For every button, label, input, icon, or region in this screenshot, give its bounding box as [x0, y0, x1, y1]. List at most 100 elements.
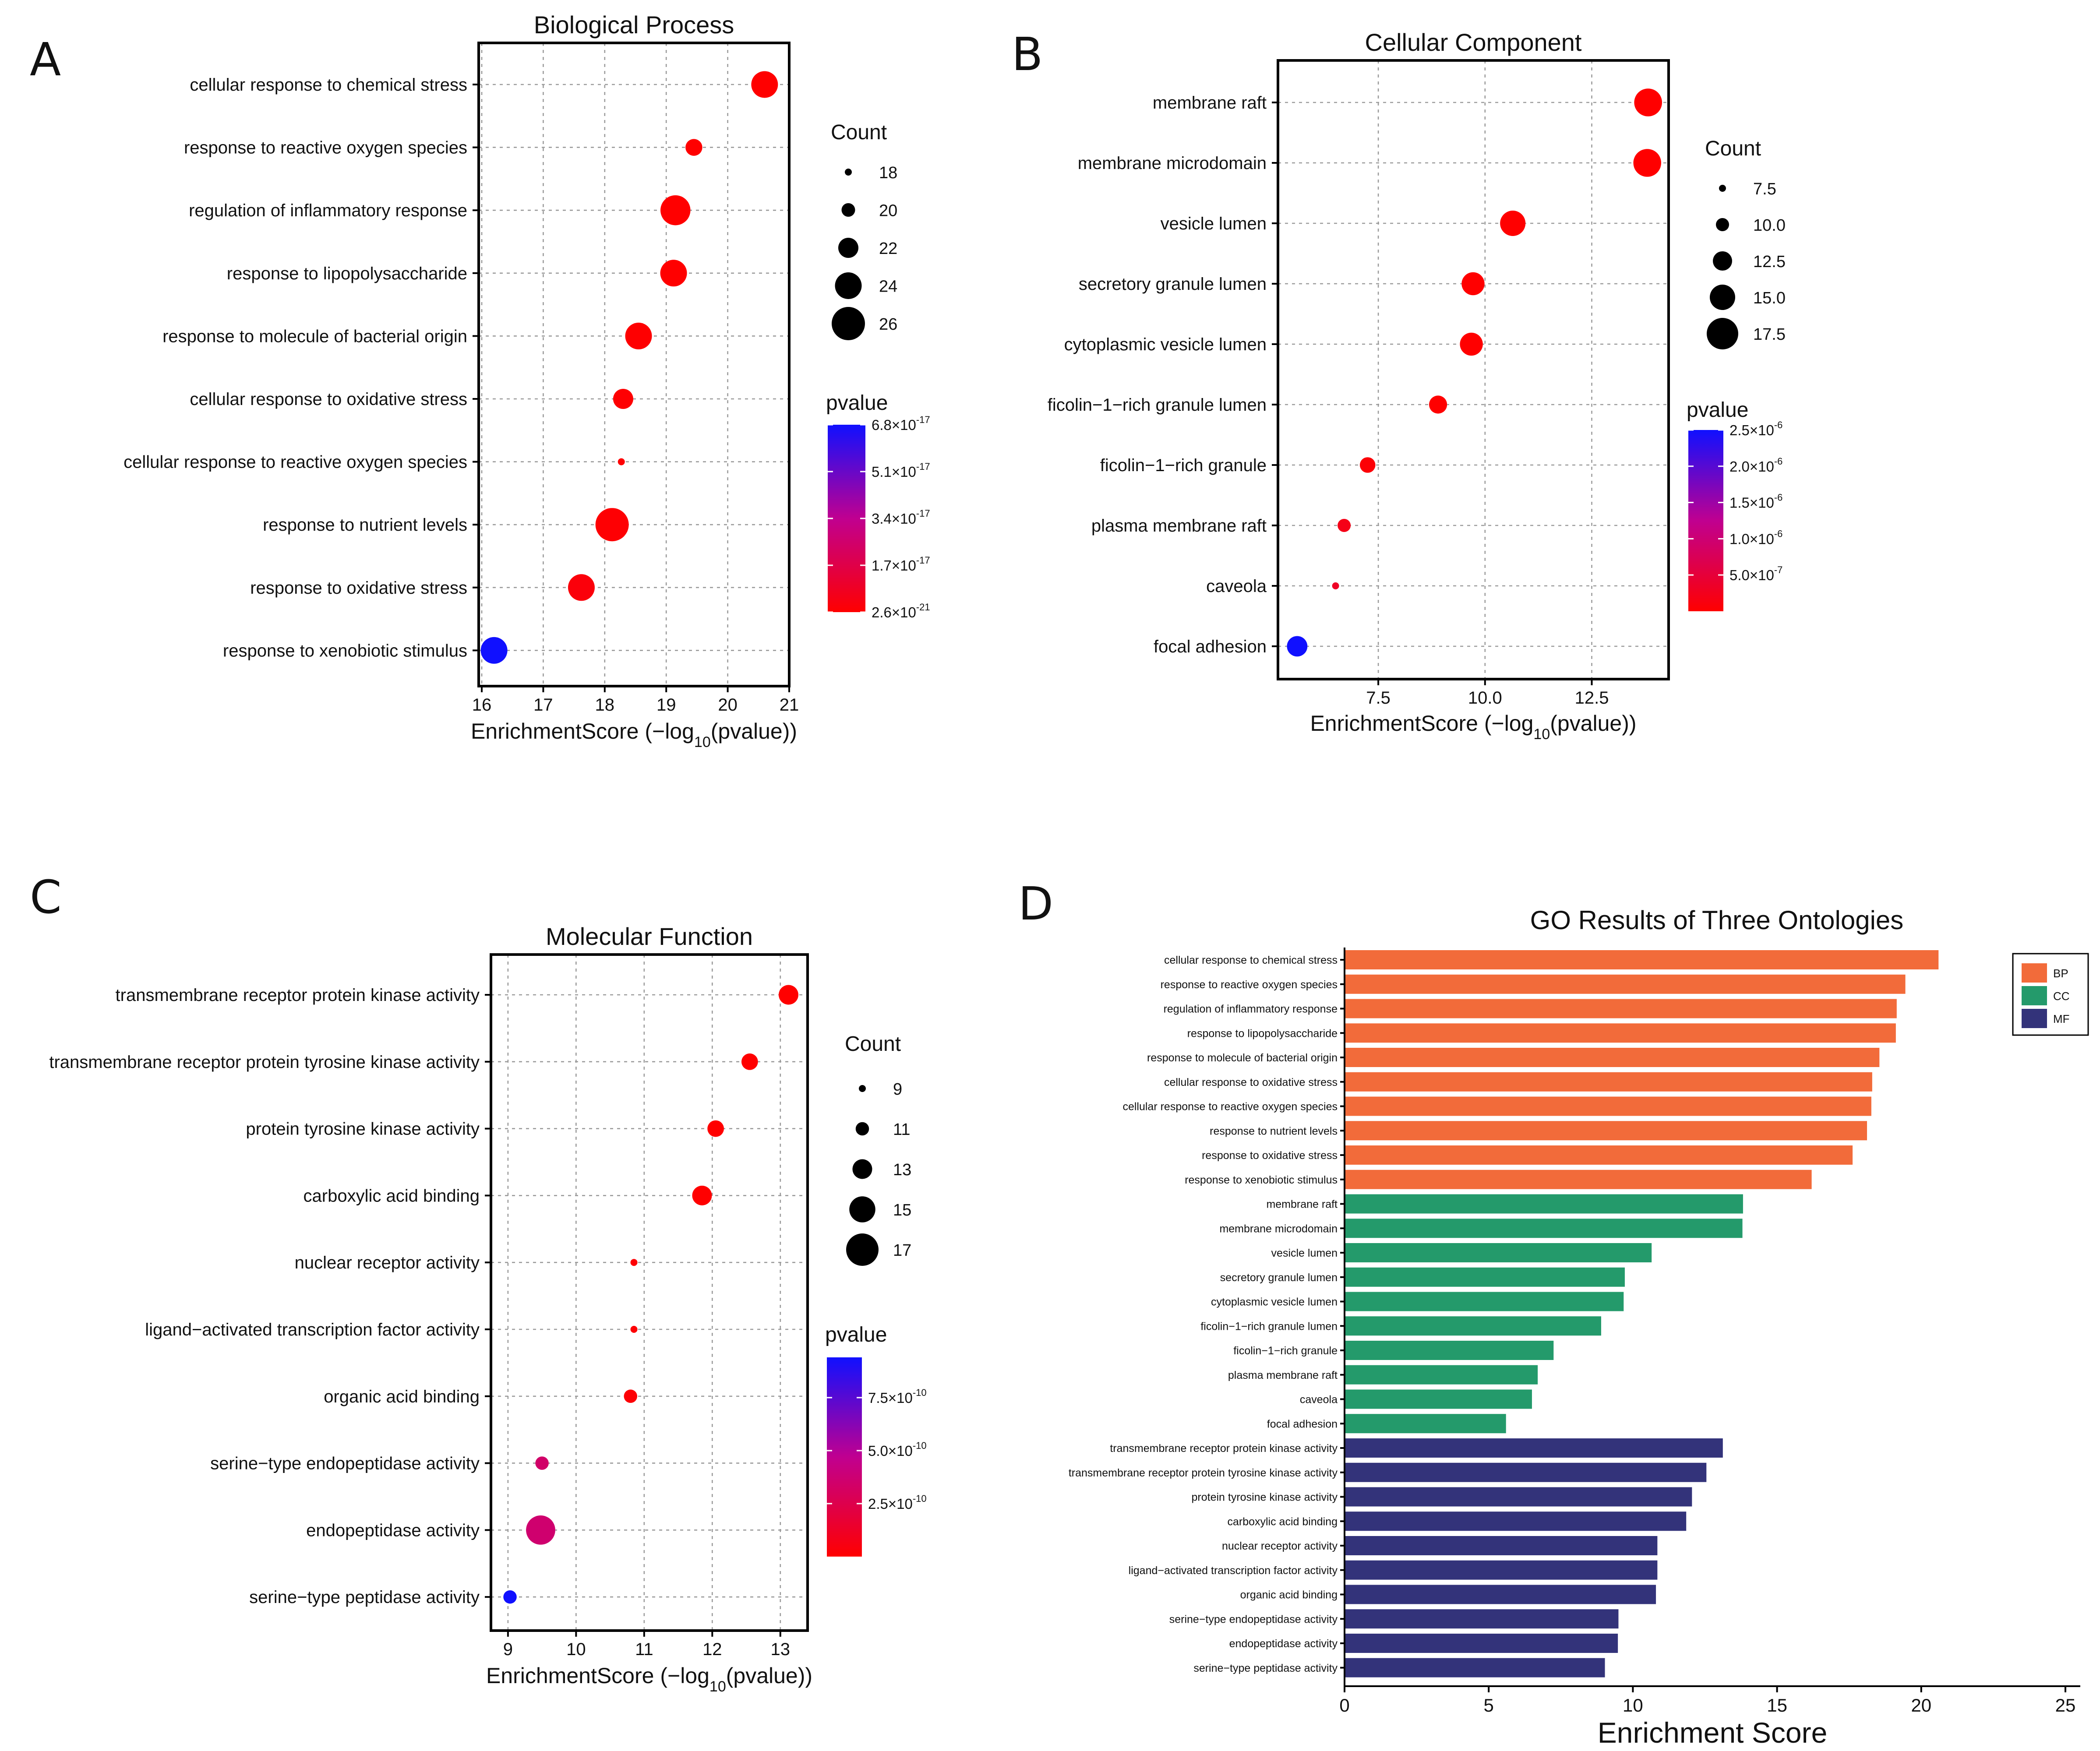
x-tick-label: 10.0 — [1468, 688, 1502, 708]
legend-swatch-bp — [2022, 963, 2047, 983]
colorbar-tick-label: 2.5×10-6 — [1729, 419, 1782, 438]
y-tick-label-ficolin-1-rich-granule: ficolin−1−rich granule — [1233, 1345, 1338, 1357]
point-response-to-nutrient-levels — [595, 508, 629, 542]
y-tick-label-cytoplasmic-vesicle-lumen: cytoplasmic vesicle lumen — [1211, 1296, 1338, 1308]
x-tick-label: 25 — [2055, 1695, 2076, 1716]
x-tick-label: 13 — [771, 1640, 791, 1659]
point-transmembrane-receptor-protein-kinase-activity — [778, 985, 798, 1005]
point-carboxylic-acid-binding — [692, 1185, 712, 1205]
point-serine-type-endopeptidase-activity — [535, 1456, 549, 1470]
size-legend-dot — [841, 203, 855, 217]
point-membrane-raft — [1634, 88, 1662, 116]
bar-endopeptidase-activity — [1345, 1634, 1618, 1653]
y-tick-label-response-to-xenobiotic-stimulus: response to xenobiotic stimulus — [223, 641, 467, 660]
size-legend-dot — [1707, 318, 1738, 349]
y-tick-label-vesicle-lumen: vesicle lumen — [1271, 1247, 1338, 1259]
y-tick-label-carboxylic-acid-binding: carboxylic acid binding — [304, 1186, 480, 1205]
bar-ligand-activated-transcription-factor-activity — [1345, 1560, 1658, 1580]
colorbar-tick-label: 6.8×10-17 — [872, 414, 930, 433]
size-legend-dot — [852, 1159, 872, 1179]
panel-letter-c: C — [30, 870, 62, 924]
panel-c-molecular-function: Molecular Function transmembrane receptor… — [49, 923, 926, 1695]
point-secretory-granule-lumen — [1461, 272, 1485, 296]
point-response-to-xenobiotic-stimulus — [480, 637, 508, 664]
x-tick-label: 19 — [656, 695, 676, 715]
y-tick-label-response-to-reactive-oxygen-species: response to reactive oxygen species — [184, 138, 467, 158]
y-tick-label-plasma-membrane-raft: plasma membrane raft — [1091, 516, 1267, 536]
y-tick-label-serine-type-peptidase-activity: serine−type peptidase activity — [249, 1588, 480, 1607]
y-tick-label-transmembrane-receptor-protein-tyrosine-kinase-activity: transmembrane receptor protein tyrosine … — [1069, 1467, 1338, 1479]
bar-serine-type-endopeptidase-activity — [1345, 1609, 1619, 1629]
bar-membrane-raft — [1345, 1194, 1743, 1214]
size-legend-title: Count — [1705, 137, 1761, 160]
y-tick-label-nuclear-receptor-activity: nuclear receptor activity — [1222, 1540, 1338, 1552]
chart-title: Cellular Component — [1365, 28, 1582, 56]
legend-label-cc: CC — [2053, 990, 2070, 1003]
bar-cellular-response-to-oxidative-stress — [1345, 1072, 1872, 1092]
y-tick-label-nuclear-receptor-activity: nuclear receptor activity — [295, 1253, 480, 1272]
x-axis-label: EnrichmentScore (−log10(pvalue)) — [1310, 711, 1636, 743]
point-transmembrane-receptor-protein-tyrosine-kinase-activity — [741, 1053, 758, 1070]
size-legend-label: 26 — [879, 315, 897, 334]
point-response-to-reactive-oxygen-species — [685, 139, 702, 156]
bar-response-to-molecule-of-bacterial-origin — [1345, 1048, 1880, 1067]
y-tick-label-caveola: caveola — [1300, 1394, 1338, 1406]
point-regulation-of-inflammatory-response — [660, 195, 691, 225]
color-legend-title: pvalue — [826, 391, 888, 415]
y-tick-label-transmembrane-receptor-protein-kinase-activity: transmembrane receptor protein kinase ac… — [116, 986, 480, 1005]
y-tick-label-secretory-granule-lumen: secretory granule lumen — [1079, 275, 1267, 294]
size-legend-title: Count — [845, 1032, 901, 1056]
size-legend-dot — [1713, 251, 1732, 271]
x-tick-label: 10 — [1623, 1695, 1643, 1716]
size-legend-dot — [832, 307, 865, 340]
color-legend-title: pvalue — [825, 1323, 887, 1346]
bar-response-to-reactive-oxygen-species — [1345, 974, 1906, 994]
bar-vesicle-lumen — [1345, 1243, 1652, 1262]
y-tick-label-response-to-nutrient-levels: response to nutrient levels — [263, 515, 467, 535]
point-cellular-response-to-oxidative-stress — [613, 389, 633, 409]
y-tick-label-membrane-raft: membrane raft — [1266, 1198, 1338, 1211]
size-legend-dot — [859, 1085, 866, 1092]
chart-title: GO Results of Three Ontologies — [1530, 905, 1904, 935]
y-tick-label-response-to-lipopolysaccharide: response to lipopolysaccharide — [1187, 1027, 1338, 1039]
bar-organic-acid-binding — [1345, 1585, 1656, 1604]
chart-title: Molecular Function — [546, 923, 753, 950]
point-response-to-molecule-of-bacterial-origin — [625, 322, 652, 349]
y-tick-label-response-to-xenobiotic-stimulus: response to xenobiotic stimulus — [1185, 1174, 1338, 1186]
size-legend-dot — [855, 1122, 869, 1136]
bar-regulation-of-inflammatory-response — [1345, 999, 1897, 1018]
y-tick-label-serine-type-peptidase-activity: serine−type peptidase activity — [1193, 1662, 1338, 1674]
colorbar-tick-label: 1.0×10-6 — [1729, 528, 1782, 547]
y-tick-label-ficolin-1-rich-granule-lumen: ficolin−1−rich granule lumen — [1200, 1320, 1338, 1332]
y-tick-label-regulation-of-inflammatory-response: regulation of inflammatory response — [189, 201, 467, 220]
size-legend-label: 10.0 — [1753, 216, 1786, 235]
bar-response-to-oxidative-stress — [1345, 1145, 1853, 1165]
x-axis-label: EnrichmentScore (−log10(pvalue)) — [486, 1663, 812, 1695]
y-tick-label-transmembrane-receptor-protein-tyrosine-kinase-activity: transmembrane receptor protein tyrosine … — [49, 1053, 480, 1072]
bar-cellular-response-to-reactive-oxygen-species — [1345, 1096, 1871, 1116]
panel-letter-a: A — [30, 33, 61, 86]
y-tick-label-focal-adhesion: focal adhesion — [1267, 1418, 1338, 1430]
x-tick-label: 12.5 — [1575, 688, 1609, 708]
y-tick-label-ligand-activated-transcription-factor-activity: ligand−activated transcription factor ac… — [1129, 1564, 1338, 1577]
x-tick-label: 16 — [472, 695, 492, 715]
y-tick-label-response-to-lipopolysaccharide: response to lipopolysaccharide — [227, 264, 467, 283]
point-endopeptidase-activity — [526, 1515, 555, 1545]
size-legend-label: 12.5 — [1753, 253, 1786, 271]
y-tick-label-cellular-response-to-reactive-oxygen-species: cellular response to reactive oxygen spe… — [1122, 1101, 1338, 1113]
y-tick-label-membrane-raft: membrane raft — [1153, 93, 1267, 113]
y-tick-label-protein-tyrosine-kinase-activity: protein tyrosine kinase activity — [246, 1120, 480, 1139]
y-tick-label-endopeptidase-activity: endopeptidase activity — [1229, 1638, 1338, 1650]
y-tick-label-serine-type-endopeptidase-activity: serine−type endopeptidase activity — [210, 1454, 480, 1473]
y-tick-label-vesicle-lumen: vesicle lumen — [1161, 214, 1267, 233]
x-axis-label: Enrichment Score — [1598, 1716, 1828, 1749]
bar-ficolin-1-rich-granule — [1345, 1341, 1554, 1360]
y-tick-label-carboxylic-acid-binding: carboxylic acid binding — [1227, 1515, 1338, 1528]
point-serine-type-peptidase-activity — [503, 1590, 517, 1604]
size-legend-label: 7.5 — [1753, 180, 1776, 198]
size-legend-dot — [846, 1233, 879, 1266]
point-ligand-activated-transcription-factor-activity — [630, 1326, 638, 1333]
y-tick-label-endopeptidase-activity: endopeptidase activity — [306, 1521, 480, 1540]
size-legend-label: 18 — [879, 164, 897, 182]
